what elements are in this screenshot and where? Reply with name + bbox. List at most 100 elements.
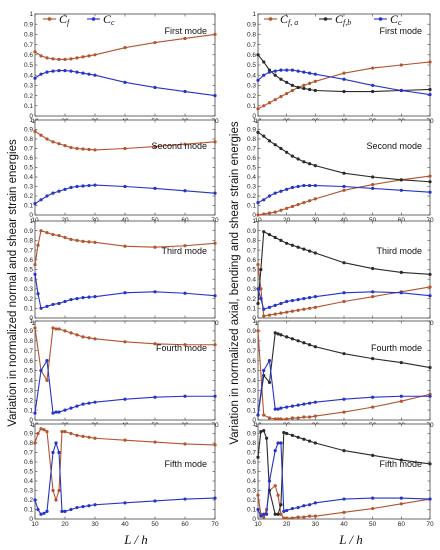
series-Cfb bbox=[256, 230, 432, 306]
data-point-Cc bbox=[282, 509, 286, 513]
y-tick-label: 0.3 bbox=[247, 388, 256, 395]
data-point-Cf bbox=[33, 50, 37, 54]
data-point-Cc bbox=[399, 394, 403, 398]
y-tick-label: 0.7 bbox=[24, 146, 33, 153]
y-tick-label: 0.6 bbox=[24, 52, 33, 59]
data-point-Cfa bbox=[371, 66, 375, 70]
data-point-Cfa bbox=[285, 516, 289, 520]
y-tick-label: 0.6 bbox=[247, 257, 256, 264]
data-point-Cc bbox=[399, 291, 403, 295]
data-point-Cfb bbox=[285, 241, 289, 245]
data-point-Cfb bbox=[279, 146, 283, 151]
data-point-Cfb bbox=[273, 73, 277, 77]
data-point-Cfb bbox=[399, 458, 403, 462]
data-point-Cfb bbox=[313, 441, 317, 445]
data-point-Cfa bbox=[399, 63, 403, 67]
data-point-Cfa bbox=[371, 295, 375, 299]
y-tick-label: 0.6 bbox=[247, 155, 256, 162]
data-point-Cc bbox=[290, 68, 294, 72]
y-tick-label: 0.5 bbox=[24, 62, 33, 69]
data-point-Cc bbox=[51, 69, 55, 73]
data-point-Cc bbox=[285, 68, 289, 72]
y-tick-label: 0.4 bbox=[24, 478, 33, 485]
data-point-Cc bbox=[93, 400, 97, 404]
data-point-Cc bbox=[93, 295, 97, 299]
data-point-Cc bbox=[123, 501, 127, 505]
data-point-Cc bbox=[342, 184, 346, 189]
data-point-Cfa bbox=[273, 484, 277, 488]
data-point-Cf bbox=[51, 232, 55, 237]
data-point-Cfa bbox=[273, 312, 277, 316]
data-point-Cfb bbox=[399, 360, 403, 365]
data-point-Cc bbox=[60, 509, 64, 513]
data-point-Cf bbox=[57, 327, 61, 331]
series-Cfb bbox=[256, 130, 432, 184]
y-tick-label: 0.5 bbox=[24, 368, 33, 375]
data-point-Cf bbox=[36, 243, 40, 247]
data-point-Cf bbox=[123, 438, 127, 442]
chart-panel-left-3: 00.10.20.30.40.50.60.70.80.9110203040506… bbox=[24, 218, 219, 327]
x-tick-label: 30 bbox=[91, 521, 99, 528]
data-point-Cf bbox=[69, 57, 73, 61]
data-point-Cc bbox=[342, 397, 346, 401]
data-point-Cf bbox=[33, 326, 37, 330]
data-point-Cc bbox=[39, 512, 43, 516]
y-tick-label: 0.6 bbox=[24, 257, 33, 264]
y-tick-label: 0.1 bbox=[247, 407, 256, 414]
y-tick-label: 1 bbox=[29, 318, 33, 325]
y-tick-label: 1 bbox=[252, 117, 256, 124]
y-tick-label: 0.1 bbox=[24, 103, 33, 110]
data-point-Cc bbox=[36, 507, 40, 512]
series-Cc bbox=[33, 69, 217, 98]
x-tick-label: 50 bbox=[151, 217, 159, 224]
x-tick-label: 20 bbox=[61, 217, 69, 224]
data-point-Cfb bbox=[371, 357, 375, 361]
data-point-Cf bbox=[54, 498, 58, 502]
data-point-Cc bbox=[285, 508, 289, 513]
mode-title: Third mode bbox=[161, 246, 207, 256]
data-point-Cfa bbox=[313, 414, 317, 418]
data-point-Cfb bbox=[342, 89, 346, 94]
y-tick-label: 0.2 bbox=[247, 93, 256, 100]
y-tick-label: 0.5 bbox=[247, 267, 256, 274]
data-point-Cfa bbox=[256, 213, 260, 217]
data-point-Cc bbox=[313, 72, 317, 76]
series-Cf bbox=[33, 129, 217, 152]
y-tick-label: 0 bbox=[252, 315, 256, 322]
data-point-Cc bbox=[123, 184, 127, 189]
right-y-axis-label: Variation in normalized axial, bending a… bbox=[229, 121, 241, 445]
y-tick-label: 1 bbox=[252, 218, 256, 225]
data-point-Cc bbox=[290, 185, 294, 190]
data-point-Cc bbox=[428, 190, 432, 194]
data-point-Cfb bbox=[290, 433, 294, 437]
data-point-Cfa bbox=[276, 493, 280, 497]
data-point-Cc bbox=[308, 503, 312, 507]
y-tick-label: 0.9 bbox=[247, 328, 256, 335]
data-point-Cc bbox=[57, 450, 61, 455]
series-Cc bbox=[256, 183, 432, 205]
data-point-Cfb bbox=[308, 87, 312, 92]
y-tick-label: 1 bbox=[29, 421, 33, 428]
y-tick-label: 0.8 bbox=[24, 32, 33, 39]
y-tick-label: 0.4 bbox=[247, 174, 256, 181]
data-point-Cc bbox=[93, 73, 97, 77]
data-point-Cfa bbox=[273, 417, 277, 421]
data-point-Cc bbox=[69, 297, 73, 302]
data-point-Cc bbox=[153, 85, 157, 90]
data-point-Cc bbox=[302, 504, 306, 508]
data-point-Cc bbox=[285, 405, 289, 409]
y-tick-label: 0.4 bbox=[24, 378, 33, 385]
data-point-Cc bbox=[63, 408, 67, 412]
data-point-Cf bbox=[45, 378, 49, 382]
data-point-Cc bbox=[279, 301, 283, 306]
legend-label-Cc: Cc bbox=[390, 12, 402, 27]
data-point-Cc bbox=[153, 290, 157, 294]
data-point-Cfb bbox=[290, 154, 294, 158]
data-point-Cc bbox=[290, 404, 294, 408]
y-tick-label: 0.6 bbox=[247, 459, 256, 466]
series-line-Cfa bbox=[257, 330, 431, 420]
data-point-Cf bbox=[87, 435, 91, 439]
data-point-Cfb bbox=[296, 245, 300, 249]
